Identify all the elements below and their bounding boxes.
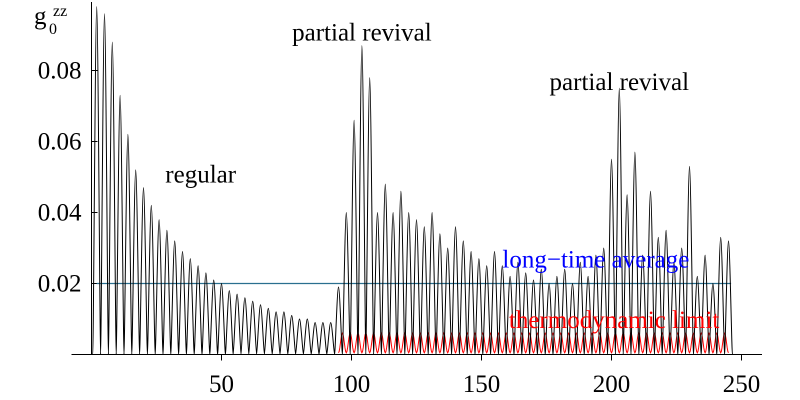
annotation-label: thermodynamic limit <box>509 307 719 334</box>
y-axis-label-base: g <box>34 3 47 30</box>
y-tick-label: 0.08 <box>38 58 82 85</box>
y-axis-label: g zz 0 <box>34 3 67 38</box>
y-axis-label-sub: 0 <box>49 21 57 38</box>
x-tick-label: 200 <box>593 371 631 398</box>
axes <box>71 2 762 355</box>
annotation-label: partial revival <box>292 19 432 46</box>
annotation-label: regular <box>165 161 236 188</box>
thermodynamic-limit-line <box>338 332 729 354</box>
y-tick-label: 0.04 <box>38 200 82 227</box>
y-axis-label-sup: zz <box>53 3 67 20</box>
ticks: 50 100 150 200 250 0.02 0.04 0.06 0.08 <box>38 58 761 399</box>
y-tick-label: 0.02 <box>38 271 82 298</box>
annotations: partial revival partial revival regular lon… <box>165 19 719 334</box>
correlation-function-line <box>92 6 733 355</box>
svg-text:g: g <box>34 3 47 30</box>
x-tick-label: 150 <box>463 371 501 398</box>
annotation-label: long−time average <box>502 247 689 274</box>
top-clip-cover <box>92 0 793 1</box>
x-tick-label: 250 <box>723 371 761 398</box>
x-tick-label: 100 <box>333 371 371 398</box>
annotation-label: partial revival <box>550 69 690 96</box>
series-layer <box>92 0 793 355</box>
x-tick-label: 50 <box>209 371 234 398</box>
y-tick-label: 0.06 <box>38 129 82 156</box>
